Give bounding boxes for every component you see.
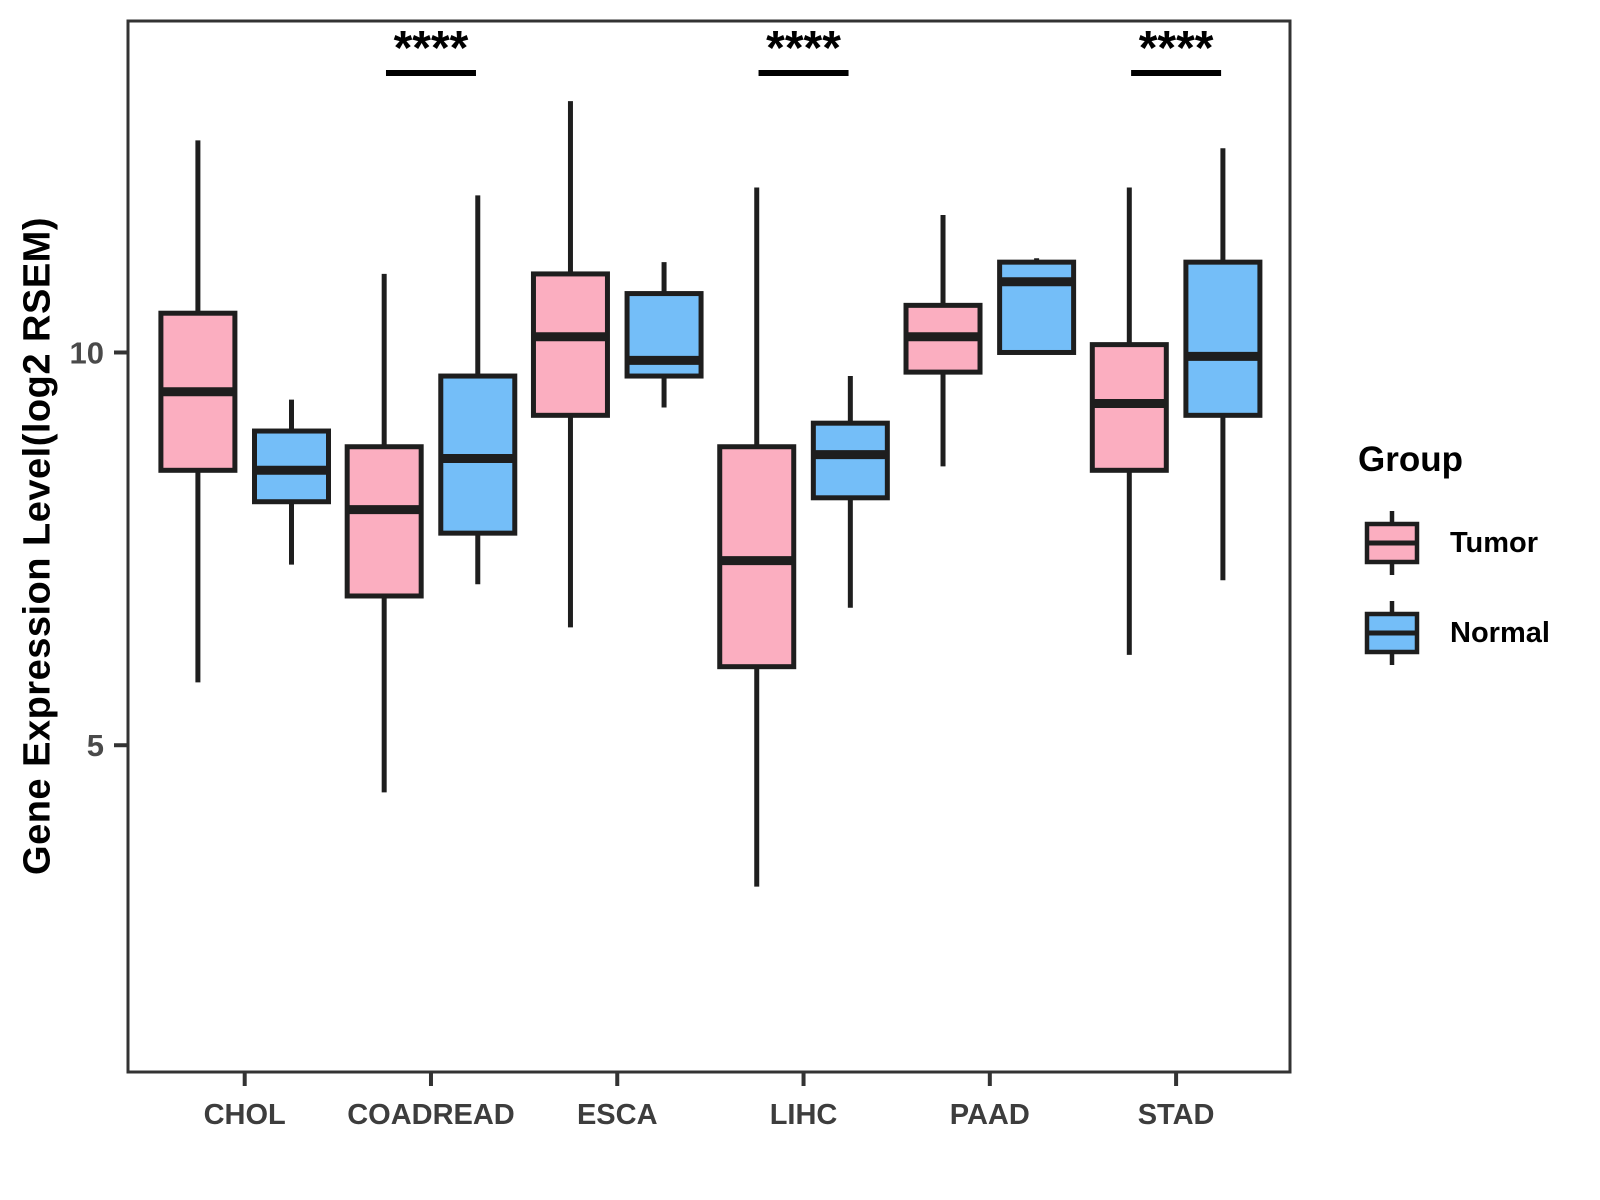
boxplot-normal-lihc [810,376,890,608]
box-normal-lihc [810,420,890,501]
x-tick-label-lihc: LIHC [770,1099,838,1131]
significance-marker-coadread [385,70,476,76]
legend: Group Tumor Normal [1330,440,1550,666]
legend-item-tumor: Tumor [1330,510,1550,576]
x-tick-label-coadread: COADREAD [347,1099,515,1131]
significance-marker-lihc [758,70,849,76]
normal-boxplot-key-icon [1364,601,1420,665]
boxplot-normal-stad [1183,148,1263,581]
boxplot-tumor-paad [903,215,983,467]
significance-bar-stad [1131,70,1222,76]
x-tick-label-esca: ESCA [577,1099,658,1131]
legend-label-tumor: Tumor [1450,526,1539,559]
significance-stars-coadread: **** [394,22,469,75]
legend-item-normal: Normal [1330,600,1550,666]
significance-stars-stad: **** [1139,22,1214,75]
boxplot-tumor-chol [158,140,238,683]
legend-title: Group [1358,440,1463,479]
significance-stars-lihc: **** [766,22,841,75]
significance-bar-lihc [758,70,849,76]
tumor-boxplot-key-icon [1364,511,1420,575]
boxplot-tumor-lihc [717,187,797,887]
boxplot-tumor-stad [1089,187,1169,655]
boxplot-tumor-esca [530,101,610,628]
x-tick-label-stad: STAD [1138,1099,1215,1131]
box-tumor-esca [530,271,610,418]
significance-marker-stad [1131,70,1222,76]
x-tick-label-chol: CHOL [204,1099,286,1131]
panel-border [126,19,1292,1074]
box-normal-paad [997,259,1077,355]
y-tick-label-5: 5 [87,728,104,763]
box-tumor-coadread [344,444,424,599]
significance-bar-coadread [385,70,476,76]
legend-label-normal: Normal [1450,616,1550,649]
y-tick-label-10: 10 [70,335,104,370]
boxplot-normal-chol [252,399,331,565]
boxplot-normal-coadread [438,195,518,585]
boxplot-normal-esca [624,262,704,408]
boxplot-normal-paad [997,258,1077,355]
boxplot-tumor-coadread [344,273,424,793]
x-tick-label-paad: PAAD [950,1099,1030,1131]
box-normal-stad [1183,259,1263,418]
